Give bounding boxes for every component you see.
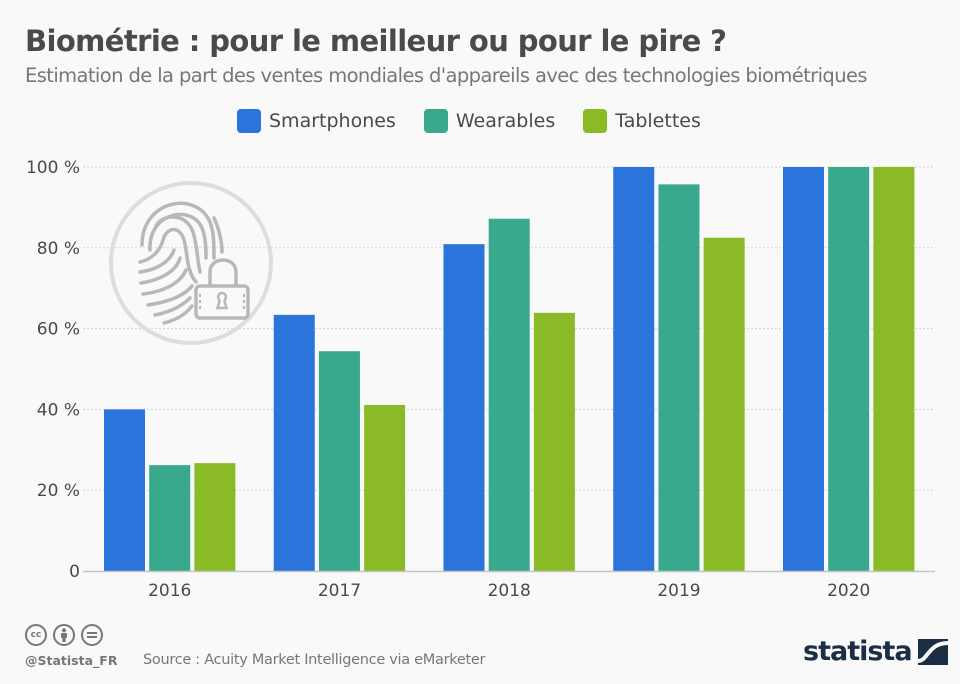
legend-swatch-smartphones (237, 109, 261, 133)
x-tick-label: 2019 (657, 581, 700, 601)
bar-smartphones-2017 (273, 314, 315, 571)
bar-tablettes-2018 (533, 312, 575, 571)
x-tick-labels: 2016 2017 2018 2019 2020 (148, 581, 870, 601)
legend-label-tablettes: Tablettes (615, 110, 701, 132)
bar-tablettes-2020 (873, 167, 915, 571)
legend-swatch-wearables (423, 109, 448, 133)
statista-logo-icon (917, 638, 948, 665)
chart-title: Biométrie : pour le meilleur ou pour le … (25, 24, 727, 58)
bar-wearables-2019 (658, 184, 700, 571)
by-icon (53, 624, 75, 646)
y-tick-label: 80 % (37, 239, 80, 259)
fingerprint-lock-icon (109, 181, 273, 345)
bar-tablettes-2016 (194, 463, 236, 571)
license-icons: cc (25, 624, 103, 646)
y-tick-label: 0 (69, 562, 80, 582)
nd-icon (81, 624, 103, 646)
legend-item-wearables: Wearables (423, 109, 556, 133)
bar-wearables-2018 (488, 218, 530, 571)
legend-swatch-tablettes (583, 109, 608, 133)
x-tick-label: 2016 (148, 581, 191, 601)
legend: Smartphones Wearables Tablettes (237, 108, 729, 134)
legend-label-wearables: Wearables (455, 110, 556, 132)
statista-logo[interactable]: statista (803, 636, 948, 667)
bar-tablettes-2017 (364, 404, 406, 571)
x-tick-label: 2017 (318, 581, 361, 601)
y-tick-label: 40 % (37, 400, 80, 420)
bar-tablettes-2019 (703, 237, 745, 571)
y-tick-label: 60 % (37, 320, 80, 340)
y-tick-label: 100 % (26, 158, 80, 178)
bar-smartphones-2019 (613, 167, 655, 571)
statista-wordmark: statista (803, 636, 913, 667)
bar-smartphones-2020 (783, 167, 824, 571)
twitter-handle[interactable]: @Statista_FR (25, 653, 118, 668)
legend-item-smartphones: Smartphones (237, 109, 396, 133)
x-tick-label: 2018 (488, 581, 531, 601)
chart-subtitle: Estimation de la part des ventes mondial… (25, 64, 868, 87)
bar-wearables-2016 (149, 465, 191, 571)
bars (104, 167, 915, 571)
bar-smartphones-2016 (104, 409, 145, 571)
cc-icon: cc (25, 624, 47, 646)
bar-wearables-2020 (828, 167, 870, 571)
bar-smartphones-2018 (443, 244, 485, 571)
source-text: Source : Acuity Market Intelligence via … (143, 652, 486, 668)
y-tick-label: 20 % (37, 481, 80, 501)
y-tick-labels: 0 20 % 40 % 60 % 80 % 100 % (26, 158, 80, 582)
legend-label-smartphones: Smartphones (269, 110, 396, 132)
legend-item-tablettes: Tablettes (583, 109, 701, 133)
bar-wearables-2017 (318, 351, 360, 571)
x-tick-label: 2020 (827, 581, 870, 601)
